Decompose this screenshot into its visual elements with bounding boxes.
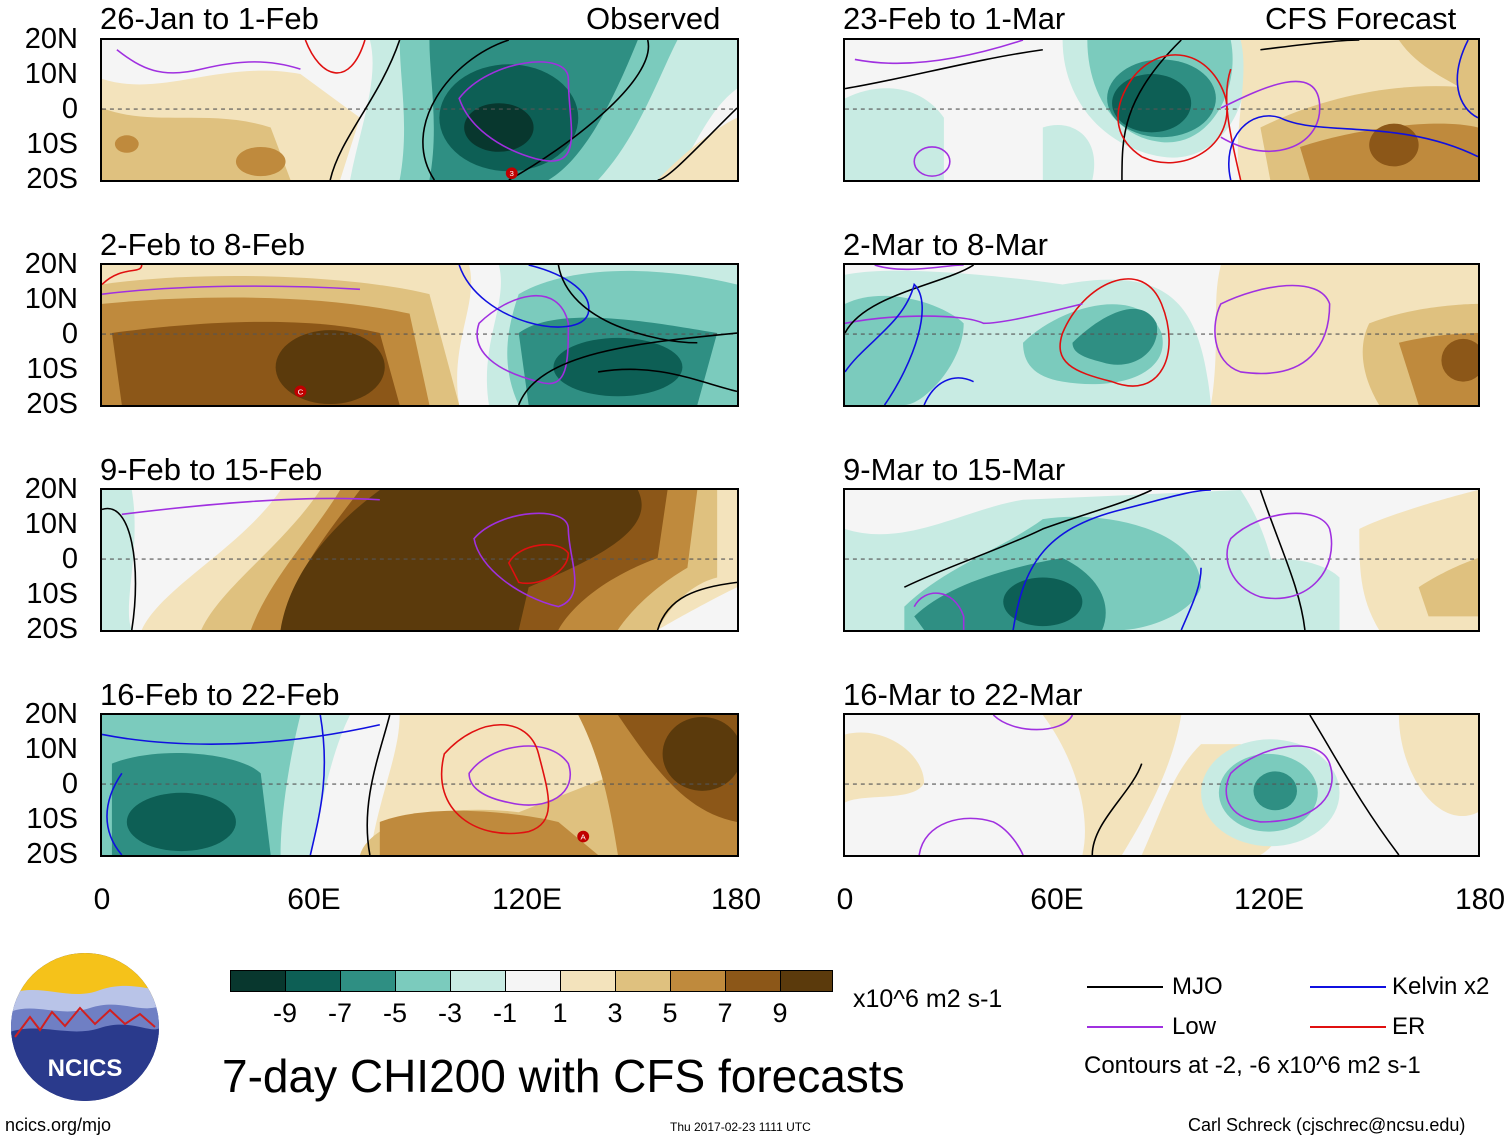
legend-line-kelvin (1310, 986, 1386, 988)
y-tick: 0 (61, 543, 78, 575)
map-panel-obs-4: A (100, 713, 739, 857)
y-tick: 0 (61, 768, 78, 800)
colorbar-swatch (560, 970, 616, 992)
colorbar-swatch (395, 970, 451, 992)
colorbar-swatch (670, 970, 726, 992)
legend-label-mjo: MJO (1172, 973, 1223, 1000)
colorbar-swatch (285, 970, 341, 992)
y-tick: 20S (26, 388, 78, 420)
storm-marker-label: C (298, 387, 304, 396)
panel-title-obs-1: 26-Jan to 1-Feb (100, 1, 319, 36)
panel-title-obs-3: 9-Feb to 15-Feb (100, 452, 323, 487)
panel-title-fc-3: 9-Mar to 15-Mar (843, 452, 1066, 487)
colorbar-label: 1 (552, 998, 568, 1028)
y-tick: 10N (24, 733, 78, 765)
colorbar-label: 7 (717, 998, 733, 1028)
panel-title-obs-2: 2-Feb to 8-Feb (100, 227, 306, 262)
colorbar-label: -1 (492, 998, 517, 1028)
colorbar-swatch (505, 970, 561, 992)
x-tick: 60E (1030, 883, 1084, 916)
y-tick: 10S (26, 803, 78, 835)
panel-title-fc-1: 23-Feb to 1-Mar (843, 1, 1066, 36)
x-tick: 60E (287, 883, 341, 916)
y-tick: 20N (24, 473, 78, 505)
y-tick: 20N (24, 248, 78, 280)
panel-title-fc-4: 16-Mar to 22-Mar (843, 677, 1083, 712)
colorbar-swatch (725, 970, 781, 992)
x-tick: 120E (491, 883, 563, 916)
legend-line-mjo (1087, 986, 1163, 988)
cfs-forecast-label: CFS Forecast (1265, 1, 1457, 36)
ncics-logo: NCICS (10, 952, 160, 1102)
observed-label: Observed (586, 1, 721, 36)
map-panel-fc-2 (843, 263, 1480, 407)
legend-label-kelvin: Kelvin x2 (1392, 973, 1490, 1000)
colorbar-label: -9 (272, 998, 297, 1028)
x-tick: 0 (836, 883, 854, 916)
y-tick: 20S (26, 838, 78, 870)
map-panel-fc-3 (843, 488, 1480, 632)
y-tick: 10N (24, 508, 78, 540)
legend-line-low (1087, 1026, 1163, 1028)
figure-title: 7-day CHI200 with CFS forecasts (222, 1050, 905, 1102)
y-tick: 0 (61, 318, 78, 350)
y-tick: 20S (26, 163, 78, 195)
storm-marker-label: A (581, 833, 587, 842)
colorbar-swatch (450, 970, 506, 992)
x-tick: 120E (1233, 883, 1305, 916)
map-panel-fc-4 (843, 713, 1480, 857)
y-tick: 10N (24, 58, 78, 90)
colorbar-swatch (780, 970, 833, 992)
storm-marker-3 (505, 167, 518, 180)
colorbar-label: -3 (437, 998, 462, 1028)
colorbar-label: 3 (607, 998, 623, 1028)
x-tick: 180 (1454, 883, 1506, 916)
author-credit: Carl Schreck (cjschrec@ncsu.edu) (1188, 1115, 1466, 1135)
logo-text: NCICS (48, 1055, 123, 1082)
y-tick: 10N (24, 283, 78, 315)
y-tick: 20S (26, 613, 78, 645)
colorbar-label: 5 (662, 998, 678, 1028)
colorbar-label: -7 (327, 998, 352, 1028)
website-link[interactable]: ncics.org/mjo (5, 1115, 112, 1135)
storm-marker-a (577, 830, 590, 843)
y-tick: 20N (24, 23, 78, 55)
y-tick: 10S (26, 353, 78, 385)
y-tick: 10S (26, 578, 78, 610)
legend-line-er (1310, 1026, 1386, 1028)
x-tick: 0 (93, 883, 111, 916)
contours-note: Contours at -2, -6 x10^6 m2 s-1 (1084, 1052, 1421, 1079)
colorbar-swatch (340, 970, 396, 992)
storm-marker-label: 3 (510, 169, 515, 178)
map-panel-obs-1: 3 (100, 38, 739, 182)
colorbar-swatch (615, 970, 671, 992)
y-tick: 10S (26, 128, 78, 160)
colorbar-swatch (230, 970, 286, 992)
panel-title-fc-2: 2-Mar to 8-Mar (843, 227, 1048, 262)
y-tick: 20N (24, 698, 78, 730)
colorbar-label: -5 (382, 998, 407, 1028)
map-panel-obs-3 (100, 488, 739, 632)
x-tick: 180 (710, 883, 762, 916)
legend-label-low: Low (1172, 1013, 1217, 1040)
panel-title-obs-4: 16-Feb to 22-Feb (100, 677, 340, 712)
storm-marker-c (294, 385, 307, 398)
colorbar-units: x10^6 m2 s-1 (853, 985, 1003, 1013)
y-tick: 0 (61, 93, 78, 125)
map-panel-obs-2: C (100, 263, 739, 407)
colorbar-label: 9 (772, 998, 788, 1028)
map-panel-fc-1 (843, 38, 1480, 182)
timestamp: Thu 2017-02-23 1111 UTC (670, 1120, 811, 1134)
legend-label-er: ER (1392, 1013, 1426, 1040)
